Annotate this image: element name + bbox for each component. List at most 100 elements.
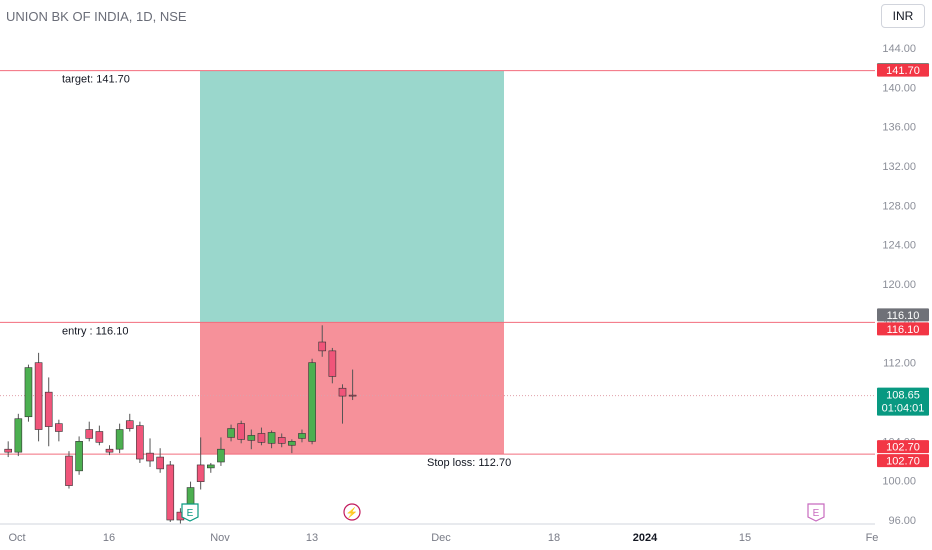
candle-body (328, 350, 337, 377)
candle (85, 421, 94, 442)
price-tag-bg (877, 322, 929, 336)
x-tick-label: 2024 (633, 532, 658, 544)
price-tag-label: 102.70 (886, 442, 920, 454)
currency-button[interactable]: INR (881, 4, 925, 28)
candle (348, 369, 357, 401)
candle (95, 425, 104, 446)
candle-body (4, 448, 12, 453)
earnings-icon[interactable]: E (181, 503, 199, 522)
candle (318, 325, 327, 357)
candle-body (115, 429, 124, 450)
event-label: E (813, 508, 820, 519)
x-tick-label: 18 (548, 532, 560, 544)
candle-body (166, 464, 175, 521)
candle-body (196, 464, 205, 482)
entry-label: entry : 116.10 (62, 325, 128, 337)
candle (338, 384, 347, 424)
candle (267, 430, 276, 449)
y-tick-label: 124.00 (882, 240, 916, 252)
last-price-label: 108.65 (886, 390, 920, 402)
candle-body (136, 425, 144, 460)
price-tag: 116.10 (877, 322, 929, 336)
stop-label: Stop loss: 112.70 (427, 457, 511, 469)
earnings-badge (181, 503, 199, 522)
earnings-badge (807, 503, 825, 522)
candle-body (348, 394, 357, 397)
x-tick-label: Fe (866, 532, 879, 544)
y-tick-label: 112.00 (883, 358, 916, 370)
candle-body (95, 431, 104, 443)
y-tick-label: 100.00 (882, 476, 916, 488)
candle (257, 427, 266, 446)
candle (65, 451, 73, 489)
candle-body (207, 464, 215, 469)
candle-body (75, 441, 83, 472)
price-tag: 141.70 (877, 63, 929, 77)
candle-body (288, 441, 296, 446)
candle-body (156, 456, 164, 470)
candle (247, 429, 256, 450)
candle-body (298, 433, 306, 439)
candle-body (227, 428, 235, 438)
candle-body (237, 423, 245, 440)
candle-body (85, 429, 94, 439)
candle (217, 437, 225, 466)
candle (196, 437, 205, 490)
candle-body (277, 437, 286, 444)
candle (328, 347, 337, 384)
candle (4, 441, 12, 458)
y-tick-label: 128.00 (882, 200, 916, 212)
x-tick-label: Nov (210, 532, 230, 544)
candle-body (247, 435, 256, 441)
candle (237, 420, 245, 444)
candle (24, 364, 33, 422)
candle (227, 424, 235, 442)
target-zone (200, 70, 504, 323)
candle-body (14, 418, 23, 453)
price-tag-label: 116.10 (887, 310, 920, 322)
candle-body (257, 433, 266, 443)
candle (156, 448, 164, 473)
candle-body (125, 420, 134, 429)
price-tag-label: 102.70 (886, 456, 920, 468)
event-label: E (187, 508, 194, 519)
price-tag-label: 141.70 (886, 65, 920, 77)
candle (136, 421, 144, 463)
candle-body (267, 432, 276, 444)
candle-body (34, 362, 43, 430)
x-tick-label: Dec (431, 532, 451, 544)
candle (44, 377, 53, 447)
last-price-bg (877, 387, 929, 416)
position-zones (200, 70, 504, 455)
y-tick-label: 120.00 (882, 279, 916, 291)
price-tag: 102.70 (877, 454, 929, 468)
candle-body (308, 362, 316, 442)
candle-body (24, 367, 33, 418)
chart-title: UNION BK OF INDIA, 1D, NSE (6, 9, 187, 24)
x-tick-label: 16 (103, 532, 115, 544)
earnings-icon[interactable]: E (807, 503, 825, 522)
candle-body (65, 455, 73, 486)
event-label: ⚡ (346, 506, 358, 519)
dividend-icon[interactable]: ⚡ (343, 503, 361, 521)
candle-body (55, 423, 63, 432)
price-tag-bg (877, 63, 929, 77)
candle-body (338, 387, 347, 397)
price-tag-label: 116.10 (887, 324, 920, 336)
y-tick-label: 140.00 (882, 82, 916, 94)
candle (207, 462, 215, 473)
time-axis: Oct 16 Nov 13 Dec 18 2024 15 Fe (0, 523, 879, 544)
candle (105, 445, 114, 456)
y-tick-label: 96.00 (888, 515, 916, 527)
candle (115, 423, 124, 454)
y-tick-label: 136.00 (882, 122, 916, 134)
candle (75, 436, 83, 475)
candle (166, 461, 175, 522)
price-tags: 141.75141.70116.10116.10102.70102.70108.… (877, 63, 929, 468)
candle (277, 433, 286, 448)
x-tick-label: 15 (739, 532, 751, 544)
annotations: target: 141.70 entry : 116.10 Stop loss: 1… (62, 74, 511, 470)
candle (146, 438, 154, 467)
